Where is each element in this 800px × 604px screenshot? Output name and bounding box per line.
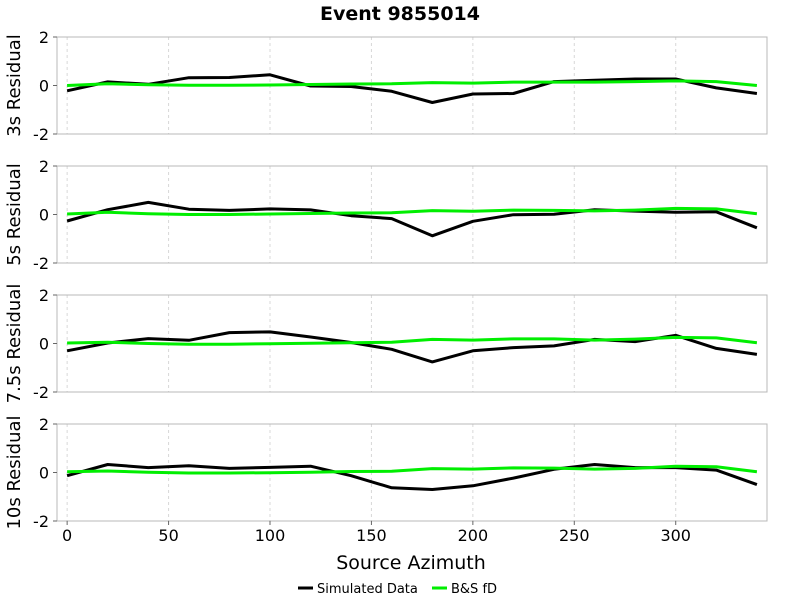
series-line-bs-fd <box>67 335 758 346</box>
series-line-simulated-data <box>66 73 758 104</box>
y-axis-label: 5s Residual <box>4 163 25 266</box>
subplot-2: -2 0 2 5s Residual <box>4 157 768 273</box>
x-tick-label: 0 <box>62 526 72 545</box>
y-tick-label: -2 <box>33 383 49 402</box>
series-line-bs-fd <box>67 206 758 216</box>
x-tick-label: 50 <box>158 526 178 545</box>
y-axis-label: 7.5s Residual <box>4 284 25 404</box>
x-tick-label: 300 <box>660 526 691 545</box>
x-tick-label: 100 <box>255 526 286 545</box>
series-line-bs-fd <box>67 464 758 475</box>
x-tick-label: 150 <box>356 526 387 545</box>
subplot-4: -2 0 2 10s Residual 0 50 100 150 200 250 300 <box>4 415 768 545</box>
legend-label: Simulated Data <box>317 582 418 597</box>
x-tick-label: 250 <box>559 526 590 545</box>
y-tick-label: 0 <box>39 464 49 483</box>
series-line-bs-fd <box>67 79 758 87</box>
y-tick-label: 2 <box>39 415 49 434</box>
y-tick-label: 0 <box>39 335 49 354</box>
y-tick-label: -2 <box>33 512 49 531</box>
y-tick-label: 0 <box>39 77 49 96</box>
y-tick-label: 2 <box>39 286 49 305</box>
legend-label: B&S fD <box>451 582 497 597</box>
legend: Simulated Data B&S fD <box>298 582 497 597</box>
y-tick-label: 0 <box>39 206 49 225</box>
subplot-panels: -2 0 2 3s Residual -2 0 2 5s Residual -2 0 2 7.5s R… <box>4 28 768 545</box>
series-line-simulated-data <box>66 200 758 238</box>
y-axis-label: 10s Residual <box>4 415 25 529</box>
y-axis-label: 3s Residual <box>4 34 25 137</box>
series-line-simulated-data <box>66 330 758 364</box>
subplot-3: -2 0 2 7.5s Residual <box>4 284 768 404</box>
y-tick-label: 2 <box>39 28 49 47</box>
subplot-1: -2 0 2 3s Residual <box>4 28 768 144</box>
chart-title: Event 9855014 <box>320 3 480 25</box>
x-axis-label: Source Azimuth <box>336 552 486 574</box>
y-tick-label: 2 <box>39 157 49 176</box>
y-tick-label: -2 <box>33 254 49 273</box>
x-tick-label: 200 <box>458 526 489 545</box>
y-tick-label: -2 <box>33 125 49 144</box>
